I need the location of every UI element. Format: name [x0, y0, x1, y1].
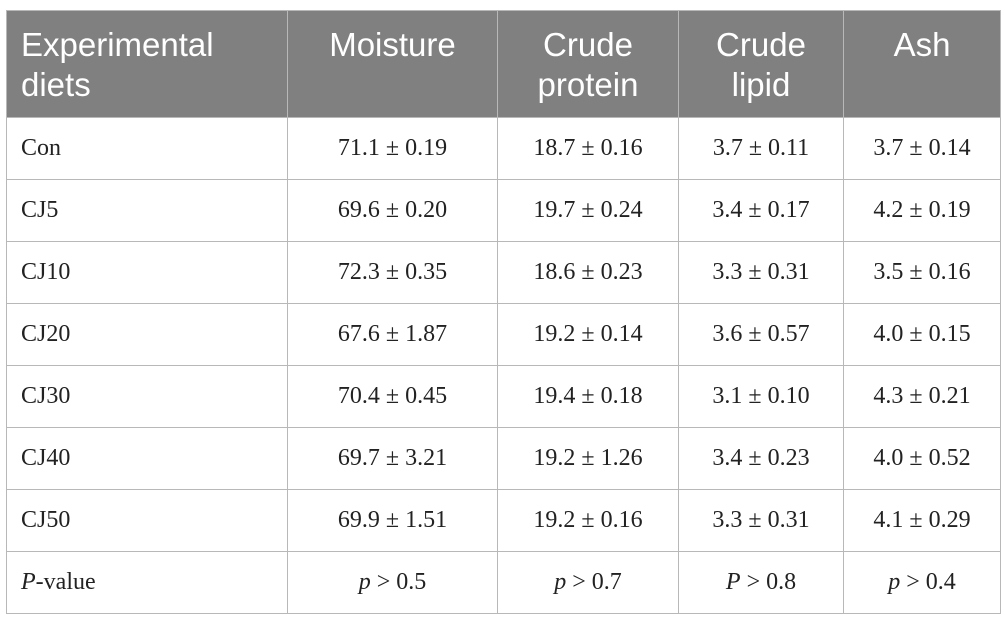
table-cell: 19.2 ± 0.14 [497, 303, 679, 366]
table-cell: 4.1 ± 0.29 [843, 489, 1001, 552]
table-cell: 67.6 ± 1.87 [287, 303, 498, 366]
row-label: CJ5 [6, 179, 288, 242]
header-row: Experimental diets Moisture Crude protein C… [6, 10, 1001, 118]
row-label: Con [6, 117, 288, 180]
table-cell: 3.3 ± 0.31 [678, 241, 844, 304]
table-cell: 4.3 ± 0.21 [843, 365, 1001, 428]
table-cell: 19.2 ± 1.26 [497, 427, 679, 490]
row-label: CJ30 [6, 365, 288, 428]
table-cell: 69.6 ± 0.20 [287, 179, 498, 242]
table-cell: 4.2 ± 0.19 [843, 179, 1001, 242]
row-label: CJ40 [6, 427, 288, 490]
table-cell: 69.7 ± 3.21 [287, 427, 498, 490]
table-cell: 19.2 ± 0.16 [497, 489, 679, 552]
row-label: P-value [6, 551, 288, 614]
table-cell: 4.0 ± 0.52 [843, 427, 1001, 490]
table-cell: P > 0.8 [678, 551, 844, 614]
table-header: Experimental diets Moisture Crude protein C… [6, 10, 1001, 118]
table-cell: 3.1 ± 0.10 [678, 365, 844, 428]
table-cell: 3.7 ± 0.11 [678, 117, 844, 180]
table-cell: p > 0.7 [497, 551, 679, 614]
table-row: CJ10 72.3 ± 0.35 18.6 ± 0.23 3.3 ± 0.31 3.5 … [6, 241, 1001, 304]
table-row: Con 71.1 ± 0.19 18.7 ± 0.16 3.7 ± 0.11 3.7 ±… [6, 117, 1001, 180]
header-cell: Experimental diets [6, 10, 288, 118]
table-row: CJ30 70.4 ± 0.45 19.4 ± 0.18 3.1 ± 0.10 4.3 … [6, 365, 1001, 428]
table-cell: 19.4 ± 0.18 [497, 365, 679, 428]
table-cell: 4.0 ± 0.15 [843, 303, 1001, 366]
table-cell: 70.4 ± 0.45 [287, 365, 498, 428]
header-cell: Ash [843, 10, 1001, 118]
table-cell: 18.7 ± 0.16 [497, 117, 679, 180]
table-row: P-value p > 0.5 p > 0.7 P > 0.8 p > 0.4 [6, 551, 1001, 614]
table-row: CJ40 69.7 ± 3.21 19.2 ± 1.26 3.4 ± 0.23 4.0 … [6, 427, 1001, 490]
table-cell: 3.3 ± 0.31 [678, 489, 844, 552]
header-cell: Crude lipid [678, 10, 844, 118]
table-body: Con 71.1 ± 0.19 18.7 ± 0.16 3.7 ± 0.11 3.7 ±… [6, 117, 1001, 614]
data-table: Experimental diets Moisture Crude protein C… [6, 10, 1001, 614]
table-cell: 3.6 ± 0.57 [678, 303, 844, 366]
table-cell: p > 0.5 [287, 551, 498, 614]
header-cell: Crude protein [497, 10, 679, 118]
table-cell: p > 0.4 [843, 551, 1001, 614]
table-cell: 71.1 ± 0.19 [287, 117, 498, 180]
table-cell: 72.3 ± 0.35 [287, 241, 498, 304]
table-row: CJ5 69.6 ± 0.20 19.7 ± 0.24 3.4 ± 0.17 4.2 ±… [6, 179, 1001, 242]
header-cell: Moisture [287, 10, 498, 118]
table-cell: 19.7 ± 0.24 [497, 179, 679, 242]
table-cell: 69.9 ± 1.51 [287, 489, 498, 552]
table-row: CJ20 67.6 ± 1.87 19.2 ± 0.14 3.6 ± 0.57 4.0 … [6, 303, 1001, 366]
table-cell: 3.5 ± 0.16 [843, 241, 1001, 304]
row-label: CJ20 [6, 303, 288, 366]
table-cell: 3.4 ± 0.17 [678, 179, 844, 242]
table-row: CJ50 69.9 ± 1.51 19.2 ± 0.16 3.3 ± 0.31 4.1 … [6, 489, 1001, 552]
table-cell: 3.7 ± 0.14 [843, 117, 1001, 180]
row-label: CJ50 [6, 489, 288, 552]
row-label: CJ10 [6, 241, 288, 304]
table-cell: 18.6 ± 0.23 [497, 241, 679, 304]
table-cell: 3.4 ± 0.23 [678, 427, 844, 490]
